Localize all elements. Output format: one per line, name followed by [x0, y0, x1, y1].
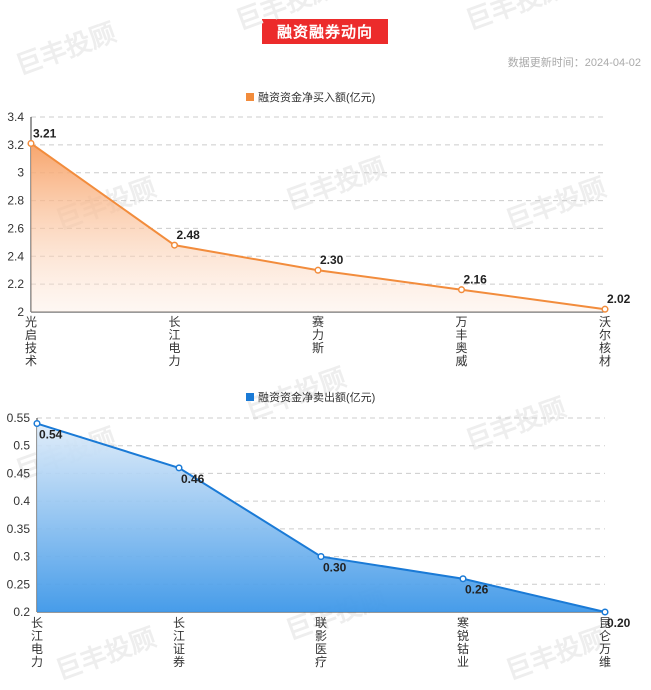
data-point[interactable]	[27, 139, 35, 148]
x-tick-label: 电	[31, 642, 43, 656]
x-tick-label: 钴	[457, 641, 469, 656]
buy-chart: 融资资金净买入额(亿元) 2 2.2 2.4 2.6 2.8 3 3.2 3.4 3.21 2.48…	[7, 90, 630, 368]
x-tick-label: 联	[315, 616, 327, 630]
y-tick-label: 2	[17, 305, 24, 319]
data-label: 2.16	[464, 273, 488, 287]
y-tick-label: 3.2	[7, 138, 24, 152]
x-tick-label: 沃	[599, 315, 611, 329]
y-tick-label: 0.45	[7, 466, 31, 480]
x-tick-label: 江	[31, 629, 43, 643]
y-tick-label: 2.8	[7, 194, 24, 208]
x-tick-label: 业	[457, 655, 469, 669]
data-point[interactable]	[170, 241, 179, 249]
x-tick-label: 启	[25, 328, 37, 342]
data-label: 2.02	[607, 292, 631, 306]
watermark-text: 巨丰投顾	[502, 622, 610, 686]
data-label: 0.20	[607, 616, 631, 630]
x-tick-label: 寒	[457, 615, 469, 630]
x-tick-label: 长	[173, 616, 185, 630]
data-point[interactable]	[314, 266, 322, 274]
x-tick-label: 电	[168, 341, 180, 355]
x-tick-label: 医	[315, 642, 327, 656]
x-tick-label: 证	[173, 642, 185, 656]
legend-label: 融资资金净卖出额(亿元)	[258, 390, 375, 404]
y-tick-label: 0.5	[13, 439, 30, 453]
x-tick-label: 万	[599, 642, 611, 656]
x-tick-label: 奥	[455, 341, 467, 355]
x-tick-label: 锐	[457, 629, 469, 643]
x-tick-label: 昆	[599, 616, 611, 630]
x-tick-label: 长	[168, 315, 180, 329]
y-tick-label: 2.4	[7, 249, 24, 263]
x-tick-label: 券	[173, 654, 185, 669]
data-point[interactable]	[601, 305, 609, 313]
watermark-text: 巨丰投顾	[12, 17, 120, 81]
x-tick-label: 疗	[315, 655, 327, 669]
x-tick-label: 斯	[312, 341, 324, 355]
x-tick-label: 光	[25, 315, 37, 329]
data-point[interactable]	[33, 419, 41, 428]
sell-chart: 融资资金净卖出额(亿元) 0.2 0.25 0.3 0.35 0.4 0.45 0.5 0.55…	[7, 390, 631, 669]
watermark-text: 巨丰投顾	[282, 152, 390, 216]
data-point[interactable]	[175, 464, 183, 472]
x-tick-label: 江	[173, 629, 185, 643]
series-area	[37, 423, 605, 612]
data-point[interactable]	[459, 575, 467, 583]
y-tick-label: 0.25	[7, 577, 31, 591]
x-tick-label: 影	[315, 629, 327, 643]
x-tick-label: 仑	[599, 629, 611, 643]
y-tick-label: 0.3	[13, 550, 30, 564]
x-tick-label: 江	[168, 328, 180, 342]
y-tick-label: 3	[17, 166, 24, 180]
watermark-text: 巨丰投顾	[232, 0, 340, 36]
x-tick-label: 威	[455, 354, 467, 368]
data-label: 3.21	[33, 126, 57, 140]
data-label: 0.54	[39, 428, 63, 442]
y-tick-label: 3.4	[7, 110, 24, 124]
y-tick-label: 0.2	[13, 605, 30, 619]
data-label: 2.30	[320, 253, 344, 267]
y-tick-label: 0.35	[7, 522, 31, 536]
data-label: 0.46	[181, 472, 205, 486]
x-tick-label: 材	[599, 354, 611, 368]
data-point[interactable]	[601, 608, 609, 616]
legend-swatch	[246, 93, 254, 101]
x-tick-label: 技	[25, 341, 37, 355]
x-tick-label: 力	[168, 354, 180, 368]
x-tick-label: 术	[25, 354, 37, 368]
x-tick-label: 力	[312, 328, 324, 342]
x-tick-label: 尔	[599, 327, 611, 342]
page-title: 融资融券动向	[262, 19, 388, 44]
series-area	[31, 143, 605, 312]
data-label: 0.26	[465, 583, 489, 597]
y-tick-label: 0.4	[13, 494, 30, 508]
y-tick-label: 0.55	[7, 411, 31, 425]
x-tick-label: 长	[31, 616, 43, 630]
x-tick-label: 丰	[455, 328, 467, 342]
watermark-text: 巨丰投顾	[502, 172, 610, 236]
watermark-text: 巨丰投顾	[462, 0, 570, 36]
legend-swatch	[246, 393, 254, 401]
data-point[interactable]	[457, 286, 466, 294]
x-tick-label: 赛	[312, 314, 324, 329]
x-tick-label: 维	[599, 655, 611, 669]
x-tick-label: 力	[31, 655, 43, 669]
x-tick-label: 万	[455, 315, 467, 329]
update-time: 数据更新时间：2024-04-02	[507, 57, 641, 69]
data-label: 0.30	[323, 561, 347, 575]
legend-label: 融资资金净买入额(亿元)	[258, 90, 375, 104]
data-point[interactable]	[317, 553, 325, 561]
y-tick-label: 2.6	[7, 221, 24, 235]
y-tick-label: 2.2	[7, 277, 24, 291]
data-label: 2.48	[177, 228, 201, 242]
watermark-text: 巨丰投顾	[52, 622, 160, 686]
x-tick-label: 核	[599, 341, 611, 355]
